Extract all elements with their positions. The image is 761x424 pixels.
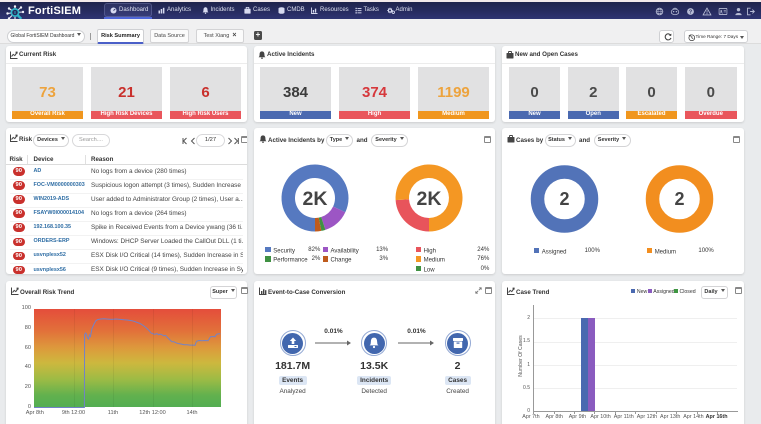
svg-text:?: ? xyxy=(689,9,692,15)
